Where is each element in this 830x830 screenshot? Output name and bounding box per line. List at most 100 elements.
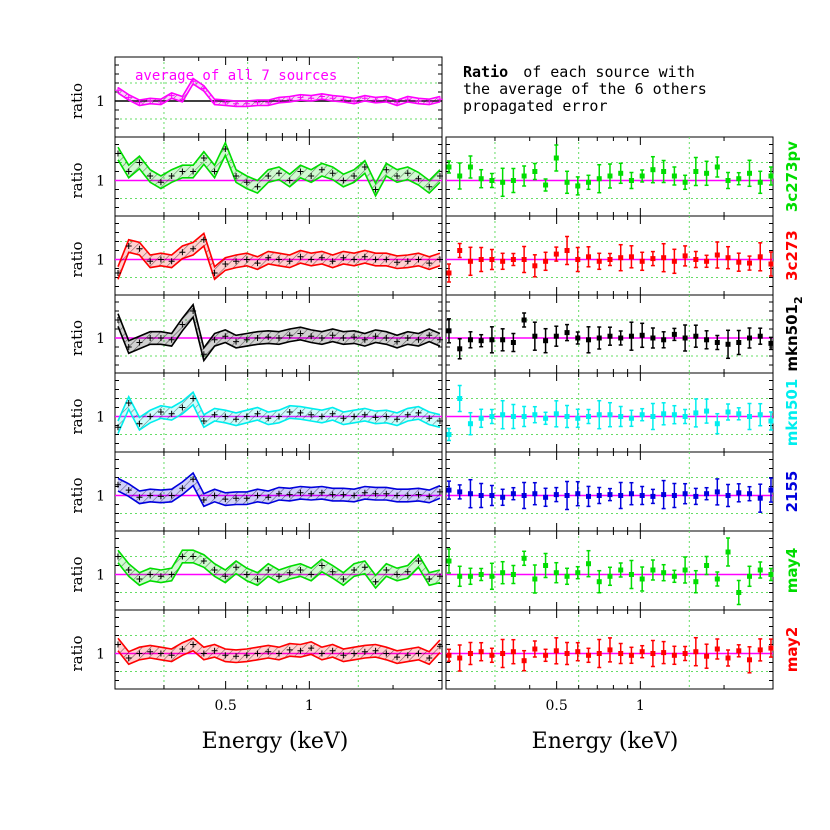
- data-point: [607, 257, 613, 262]
- data-point-marker: [404, 492, 411, 499]
- data-point: [661, 492, 667, 498]
- data-point-marker: [351, 492, 358, 499]
- error-band-lower: [117, 484, 441, 508]
- data-point: [725, 341, 731, 347]
- data-point-marker: [211, 411, 218, 418]
- data-point-marker: [404, 335, 411, 341]
- data-point: [682, 179, 688, 185]
- data-point-marker: [415, 650, 422, 657]
- data-point: [521, 493, 527, 498]
- data-point: [586, 337, 592, 343]
- data-point-marker: [233, 416, 240, 423]
- data-point-marker: [286, 646, 293, 653]
- data-point: [693, 579, 699, 585]
- data-point: [736, 648, 742, 654]
- error-band-lower: [117, 315, 441, 363]
- data-point: [553, 570, 559, 576]
- data-point-marker: [147, 648, 154, 655]
- data-point-marker: [233, 564, 240, 571]
- data-point: [757, 412, 763, 418]
- data-point-marker: [125, 243, 132, 249]
- right-panel-2: [445, 294, 774, 374]
- data-point-marker: [157, 179, 164, 186]
- data-point-marker: [200, 558, 207, 564]
- data-point: [682, 491, 688, 497]
- data-point-marker: [308, 333, 315, 340]
- y-tick-label: 1: [96, 331, 105, 347]
- source-label-text: may2: [783, 627, 801, 673]
- data-point-marker: [361, 489, 368, 496]
- data-point: [575, 257, 581, 262]
- data-point: [596, 579, 602, 585]
- data-point-marker: [372, 256, 379, 263]
- data-point-marker: [415, 98, 422, 104]
- svg-text:Ratio of each source wit: Ratio of each source with: [463, 63, 695, 81]
- data-point-marker: [200, 85, 207, 92]
- data-point: [736, 259, 742, 265]
- data-point-marker: [383, 256, 390, 263]
- data-point: [446, 487, 452, 493]
- data-point-marker: [351, 413, 358, 420]
- data-point: [768, 487, 774, 493]
- data-point: [510, 649, 516, 655]
- data-point: [671, 652, 677, 658]
- data-point-marker: [275, 335, 282, 341]
- data-point-marker: [394, 259, 401, 266]
- data-point: [682, 414, 688, 419]
- data-point: [564, 493, 570, 498]
- error-band-upper: [117, 232, 441, 269]
- right-panel-6: [445, 609, 774, 690]
- data-point: [747, 335, 753, 341]
- data-point: [650, 167, 656, 173]
- data-point-marker: [340, 652, 347, 659]
- data-point-marker: [297, 489, 304, 496]
- data-point: [757, 333, 763, 339]
- data-point-marker: [383, 650, 390, 657]
- data-point: [607, 333, 613, 339]
- data-point-marker: [394, 416, 401, 423]
- data-point-marker: [275, 413, 282, 420]
- data-point: [618, 255, 624, 261]
- data-point: [661, 650, 667, 656]
- data-point-marker: [308, 411, 315, 418]
- data-point-marker: [415, 336, 422, 343]
- data-point-marker: [114, 270, 121, 276]
- data-point-marker: [372, 414, 379, 421]
- data-point: [628, 415, 634, 421]
- data-point-marker: [340, 254, 347, 261]
- data-point: [478, 415, 484, 421]
- data-point: [747, 491, 753, 497]
- data-point: [639, 332, 645, 338]
- data-point-marker: [243, 413, 250, 420]
- data-point: [671, 493, 677, 498]
- x-axis-label-right: Energy (keV): [532, 729, 679, 754]
- data-point-marker: [114, 424, 121, 431]
- data-point: [500, 258, 506, 264]
- data-point: [704, 653, 710, 659]
- data-point: [586, 561, 592, 567]
- data-point-marker: [415, 409, 422, 416]
- data-point: [586, 652, 592, 658]
- data-point: [446, 164, 452, 170]
- data-point-marker: [426, 98, 433, 105]
- data-point-marker: [254, 492, 261, 499]
- data-point: [768, 572, 774, 577]
- data-point-marker: [340, 335, 347, 341]
- error-band-upper: [117, 390, 441, 422]
- right-panel-0: [445, 136, 774, 217]
- data-point-marker: [179, 553, 186, 560]
- data-point-marker: [308, 95, 315, 102]
- data-point: [564, 179, 570, 185]
- data-point: [500, 494, 506, 500]
- data-point-marker: [190, 245, 197, 252]
- error-band-hatch: [117, 233, 440, 280]
- data-point: [478, 257, 484, 262]
- data-point: [736, 590, 742, 595]
- data-point-marker: [168, 410, 175, 417]
- left-panel-0: 1 ratio average of all 7 sources: [68, 56, 443, 138]
- data-point-marker: [286, 409, 293, 415]
- data-point-marker: [436, 643, 443, 650]
- data-point-marker: [318, 254, 325, 261]
- data-point: [639, 173, 645, 179]
- data-point: [521, 257, 527, 262]
